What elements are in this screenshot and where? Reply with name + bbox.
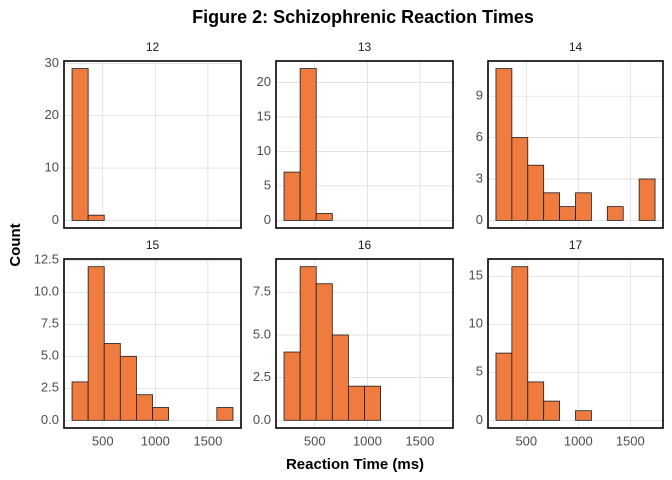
panel-border	[63, 60, 242, 229]
y-tick-label: 10	[257, 143, 271, 158]
x-tick-label: 1000	[141, 433, 170, 448]
y-tick-label: 7.5	[41, 316, 59, 331]
y-tick-label: 10.0	[34, 284, 59, 299]
bar	[543, 400, 560, 421]
bar	[119, 355, 137, 421]
y-tick-label: 10	[45, 159, 59, 174]
bar	[103, 343, 121, 421]
x-tick-label: 500	[304, 433, 326, 448]
bar	[575, 192, 592, 221]
y-tick-label: 5.0	[253, 326, 271, 341]
y-tick-label: 6	[476, 129, 483, 144]
x-tick-label: 500	[92, 433, 114, 448]
bar	[283, 351, 301, 421]
bar	[315, 283, 333, 421]
bar	[495, 68, 513, 221]
strip-label: 17	[569, 238, 583, 252]
y-tick-label: 7.5	[253, 284, 271, 299]
y-tick-label: 5.0	[41, 348, 59, 363]
y-tick-label: 20	[257, 74, 271, 89]
x-axis-title: Reaction Time (ms)	[286, 456, 424, 473]
y-tick-label: 0	[476, 412, 483, 427]
y-tick-label: 0.0	[41, 412, 59, 427]
panel-border	[487, 258, 664, 429]
y-tick-label: 15	[469, 268, 483, 283]
bar	[559, 206, 576, 221]
panel-border	[275, 60, 454, 229]
bar	[71, 381, 89, 421]
y-tick-label: 10	[469, 316, 483, 331]
panel-border	[275, 258, 454, 429]
bar	[87, 214, 105, 221]
x-tick-label: 500	[515, 433, 537, 448]
bar	[136, 394, 153, 421]
y-tick-label: 30	[45, 55, 59, 70]
x-tick-label: 1500	[193, 433, 222, 448]
strip-label: 15	[146, 238, 160, 252]
x-tick-label: 1500	[616, 433, 645, 448]
bar	[331, 334, 349, 421]
bar	[527, 381, 545, 421]
y-tick-label: 0	[476, 212, 483, 227]
strip-label: 12	[146, 40, 160, 54]
y-tick-label: 5	[476, 364, 483, 379]
y-tick-label: 0.0	[253, 412, 271, 427]
y-tick-label: 0	[52, 212, 59, 227]
x-tick-label: 1000	[564, 433, 593, 448]
y-tick-label: 0	[264, 212, 271, 227]
panel-border	[63, 258, 242, 429]
y-axis-title: Count	[7, 223, 24, 266]
y-tick-label: 20	[45, 107, 59, 122]
y-tick-label: 3	[476, 170, 483, 185]
x-tick-label: 1500	[405, 433, 434, 448]
y-tick-label: 15	[257, 108, 271, 123]
y-tick-label: 9	[476, 88, 483, 103]
bar	[216, 407, 234, 421]
bar	[348, 385, 365, 421]
bar	[299, 266, 317, 421]
bar	[299, 68, 317, 221]
bar	[315, 213, 333, 221]
chart-title: Figure 2: Schizophrenic Reaction Times	[192, 7, 534, 27]
bar	[511, 137, 529, 221]
bar	[71, 68, 89, 221]
strip-label: 16	[358, 238, 372, 252]
bar	[638, 178, 656, 221]
bar	[527, 164, 545, 221]
y-tick-label: 5	[264, 177, 271, 192]
bar	[511, 266, 529, 421]
strip-label: 14	[569, 40, 583, 54]
y-tick-label: 12.5	[34, 252, 59, 267]
bar	[283, 171, 301, 221]
y-tick-label: 2.5	[41, 380, 59, 395]
panel-border	[487, 60, 664, 229]
bar	[606, 206, 624, 221]
bar	[543, 192, 560, 221]
y-tick-label: 2.5	[253, 369, 271, 384]
x-tick-label: 1000	[353, 433, 382, 448]
bar	[495, 352, 513, 421]
bar	[364, 385, 381, 421]
strip-label: 13	[358, 40, 372, 54]
bar	[152, 407, 169, 421]
bar	[575, 410, 592, 421]
bar	[87, 266, 105, 421]
